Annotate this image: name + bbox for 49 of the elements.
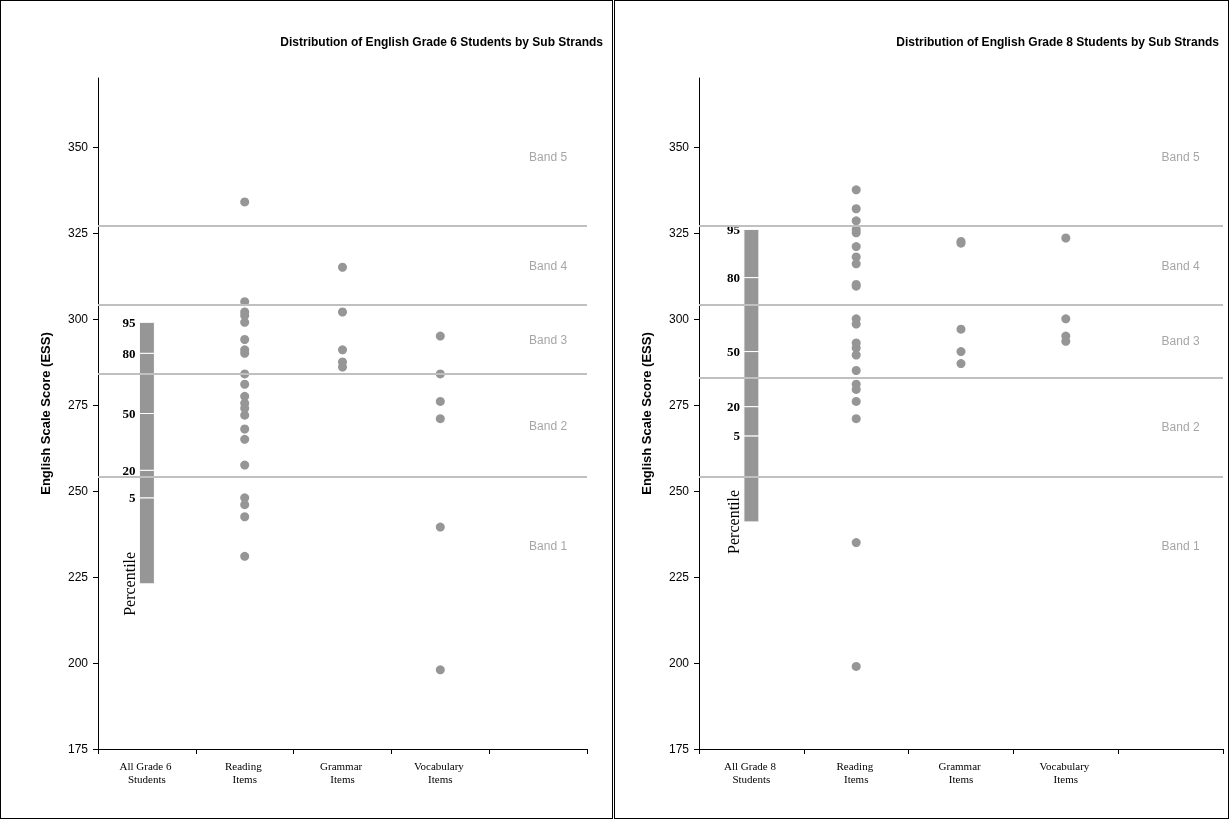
x-tick-label: Vocabulary Items bbox=[413, 759, 467, 785]
annotation: Band 3 bbox=[529, 332, 568, 347]
y-tick-label: 300 bbox=[668, 311, 690, 326]
x-tick-label: All Grade 6 Students bbox=[119, 759, 175, 785]
y-tick-label: 325 bbox=[67, 225, 89, 240]
annotation: Band 4 bbox=[1161, 258, 1200, 273]
y-tick-label: 275 bbox=[67, 397, 89, 412]
annotation: 50 bbox=[122, 406, 136, 421]
annotation: Band 5 bbox=[1161, 150, 1200, 165]
y-tick-label: 300 bbox=[67, 311, 89, 326]
x-tick-label: All Grade 8 Students bbox=[724, 759, 779, 785]
y-tick-label: 275 bbox=[668, 397, 690, 412]
y-tick-label: 175 bbox=[67, 742, 89, 756]
annotation: Band 2 bbox=[529, 418, 568, 433]
annotation: 5 bbox=[128, 490, 136, 506]
x-tick-label: Reading Items bbox=[836, 759, 876, 785]
annotation: 20 bbox=[122, 462, 136, 478]
x-tick-label: Reading Items bbox=[224, 759, 265, 785]
y-tick-label: 200 bbox=[668, 655, 690, 670]
annotation: Band 3 bbox=[1161, 334, 1200, 349]
x-tick-label: Grammar Items bbox=[320, 759, 365, 785]
y-tick-label: 225 bbox=[67, 569, 89, 584]
annotation: Band 1 bbox=[1161, 538, 1200, 553]
annotation: Band 5 bbox=[529, 150, 568, 165]
y-tick-label: 250 bbox=[67, 483, 89, 498]
y-tick-label: 225 bbox=[668, 569, 690, 584]
annotation: Percentile bbox=[725, 489, 743, 554]
y-axis-title: English Scale Score (ESS) bbox=[639, 332, 654, 495]
annotation: Band 4 bbox=[529, 258, 568, 273]
annotation: 80 bbox=[122, 345, 136, 361]
x-tick-label: Vocabulary Items bbox=[1039, 759, 1093, 785]
y-tick-label: 325 bbox=[668, 225, 690, 240]
annotation: 5 bbox=[733, 428, 741, 444]
y-axis-title: English Scale Score (ESS) bbox=[38, 332, 53, 495]
y-tick-label: 350 bbox=[668, 139, 690, 154]
chart-title: Distribution of English Grade 6 Students by Sub Strands bbox=[280, 35, 604, 49]
y-tick-label: 350 bbox=[67, 139, 89, 154]
annotation: 50 bbox=[726, 344, 740, 360]
annotation: Band 2 bbox=[1161, 420, 1200, 435]
annotation: Band 1 bbox=[529, 538, 568, 553]
chart-title: Distribution of English Grade 8 Students by Sub Strands bbox=[896, 35, 1220, 49]
x-tick-label: Grammar Items bbox=[938, 759, 984, 785]
y-tick-label: 200 bbox=[67, 655, 89, 670]
y-tick-label: 175 bbox=[668, 742, 690, 756]
annotation: 80 bbox=[726, 270, 740, 286]
annotation: Percentile bbox=[120, 551, 138, 616]
annotation: 95 bbox=[122, 314, 136, 330]
y-tick-label: 250 bbox=[668, 483, 690, 498]
annotation: 20 bbox=[726, 399, 740, 415]
